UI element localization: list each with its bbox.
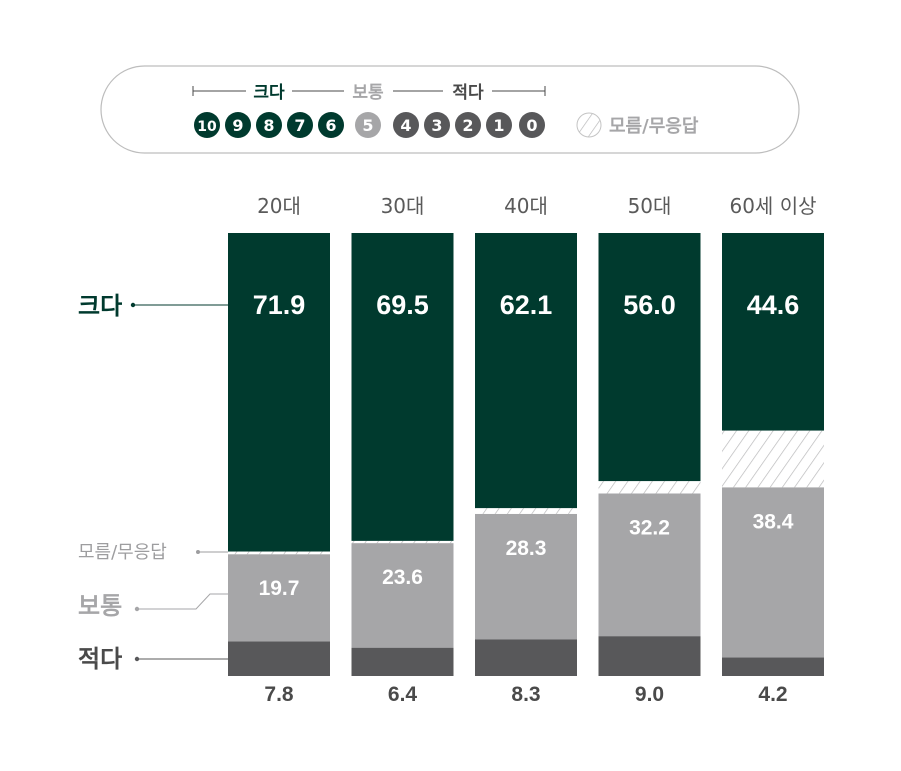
- bar-segment-2-3: [598, 481, 701, 494]
- legend-scale-label-5: 5: [362, 116, 373, 135]
- data-label-mid: 28.3: [506, 537, 547, 560]
- bar-segment-2-0: [228, 551, 330, 555]
- legend-scale-circle-1: [486, 112, 512, 138]
- side-label-mid: 보통: [78, 592, 122, 620]
- data-label-small: 7.8: [264, 683, 294, 706]
- data-label-mid: 23.6: [382, 566, 423, 589]
- legend-group-mid: 보통: [352, 83, 384, 103]
- legend-scale-circle-9: [225, 112, 251, 138]
- bar-segment-1-3: [598, 493, 701, 637]
- bar-segment-0-2: [475, 639, 577, 676]
- legend-dontknow-label: 모름/무응답: [609, 116, 699, 137]
- bar-segment-0-1: [351, 647, 454, 676]
- bar-segment-3-3: [598, 233, 701, 482]
- bar-segment-2-1: [351, 540, 454, 544]
- side-label-large: 크다: [78, 292, 122, 320]
- legend-scale-label-4: 4: [400, 116, 411, 135]
- bars: 20대 71.9 19.7 7.8 30대 69.5 23.6 6.4 40대 62.1 28.3 8…: [228, 194, 824, 706]
- data-label-mid: 38.4: [753, 510, 794, 533]
- legend-scale-label-6: 6: [325, 116, 336, 135]
- legend-scale-label-7: 7: [294, 116, 305, 135]
- category-label: 60세 이상: [729, 194, 816, 218]
- legend-scale-circle-10: [194, 112, 220, 138]
- bar-segment-1-0: [228, 554, 330, 642]
- legend-bracket-lines: [192, 86, 546, 96]
- legend-scale-circle-4: [393, 112, 419, 138]
- data-label-small: 8.3: [511, 683, 540, 706]
- legend-scale-circle-2: [455, 112, 481, 138]
- category-label: 20대: [257, 194, 301, 218]
- data-label-mid: 19.7: [259, 577, 300, 600]
- bar-segment-3-4: [722, 233, 824, 431]
- bar-segment-3-2: [475, 233, 577, 509]
- legend-scale-label-8: 8: [263, 116, 274, 135]
- data-label-small: 6.4: [388, 683, 418, 706]
- data-label-small: 4.2: [758, 683, 787, 706]
- category-label: 40대: [504, 194, 548, 218]
- legend-scale-label-10: 10: [197, 119, 217, 135]
- data-label-large: 44.6: [747, 290, 800, 320]
- data-label-large: 62.1: [500, 290, 553, 320]
- data-label-mid: 32.2: [629, 516, 670, 539]
- legend-dontknow-swatch: [576, 112, 602, 138]
- legend-frame: [100, 65, 800, 154]
- legend-scale-label-0: 0: [526, 116, 537, 135]
- legend-group-small: 적다: [452, 83, 484, 103]
- data-label-large: 56.0: [623, 290, 676, 320]
- category-label: 50대: [628, 194, 672, 218]
- legend-group-large: 크다: [253, 83, 285, 103]
- bar-segment-0-0: [228, 641, 330, 676]
- data-label-large: 69.5: [376, 290, 429, 320]
- legend-scale-circle-7: [287, 112, 313, 138]
- legend: 크다 보통 적다 10 9 8 7 6 5 4 3 2 1 0 모름/무응답: [100, 65, 800, 154]
- legend-scale-circle-5: [355, 112, 381, 138]
- bar-segment-0-4: [722, 657, 824, 676]
- bar-segment-3-0: [228, 233, 330, 552]
- bar-segment-0-3: [598, 636, 701, 676]
- leader-line-mid: [137, 593, 228, 610]
- legend-scale-label-1: 1: [493, 116, 504, 135]
- side-label-small: 적다: [78, 645, 122, 673]
- legend-scale-circle-0: [519, 112, 545, 138]
- data-label-small: 9.0: [635, 683, 664, 706]
- bar-segment-1-1: [351, 543, 454, 648]
- legend-scale-circle-6: [318, 112, 344, 138]
- legend-scale-circle-3: [424, 112, 450, 138]
- bar-segment-1-2: [475, 513, 577, 640]
- legend-scale-label-3: 3: [431, 116, 442, 135]
- legend-scale-label-2: 2: [462, 116, 473, 135]
- side-labels: 크다 모름/무응답 보통 적다: [78, 292, 228, 673]
- legend-scale: 10 9 8 7 6 5 4 3 2 1 0: [194, 112, 545, 138]
- bar-segment-1-4: [722, 487, 824, 658]
- legend-scale-circle-8: [256, 112, 282, 138]
- side-label-dontknow: 모름/무응답: [78, 542, 167, 563]
- category-label: 30대: [381, 194, 425, 218]
- bar-segment-2-2: [475, 508, 577, 514]
- legend-scale-label-9: 9: [232, 116, 243, 135]
- bar-segment-3-1: [351, 233, 454, 541]
- bar-segment-2-4: [722, 430, 824, 488]
- data-label-large: 71.9: [253, 290, 306, 320]
